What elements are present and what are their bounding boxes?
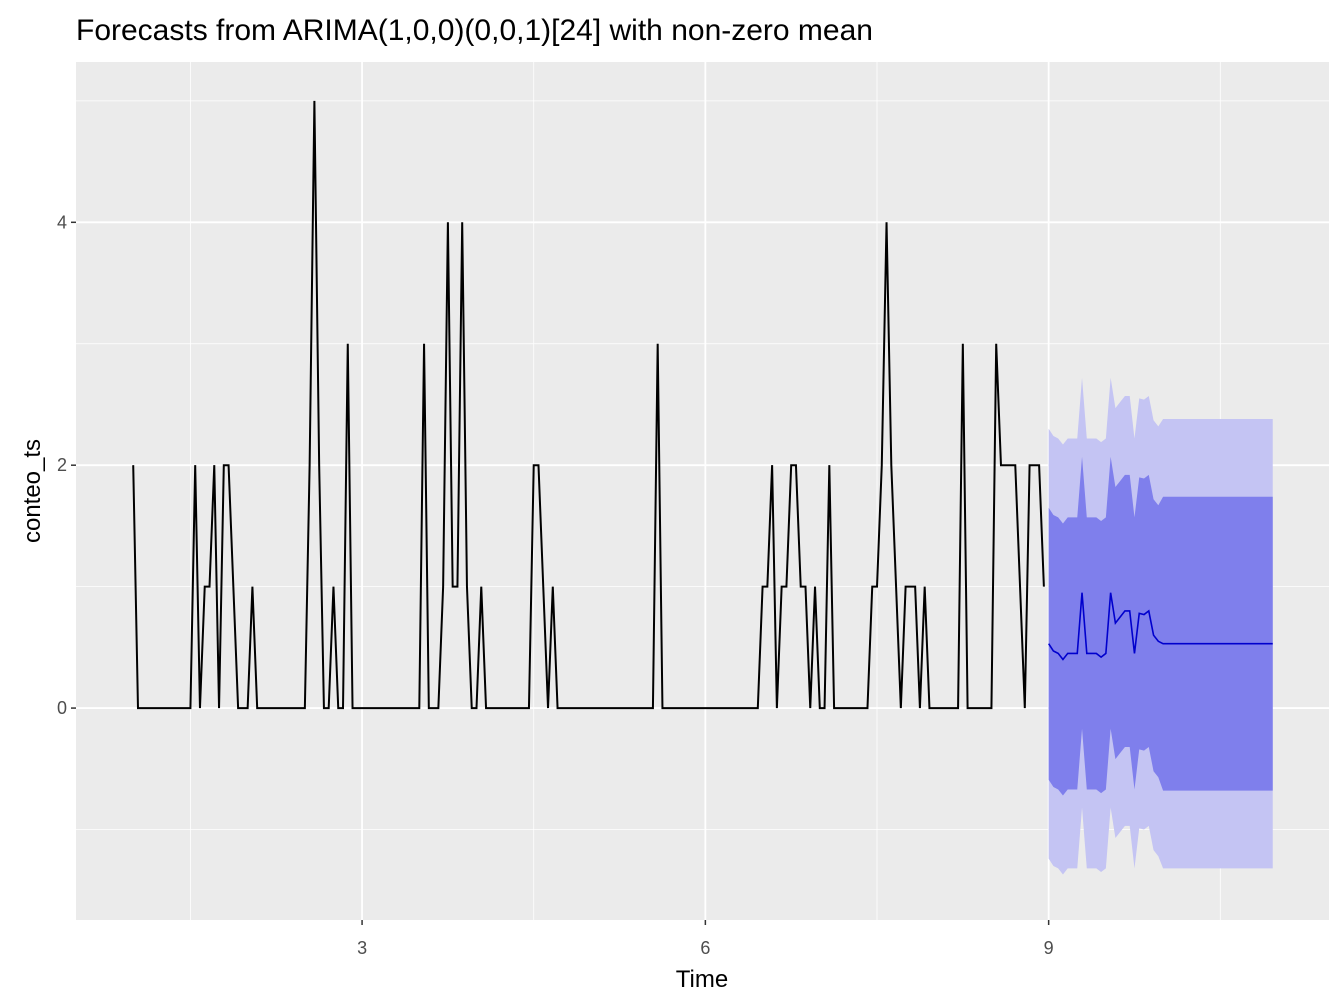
x-tick-label: 6 [700,938,710,958]
x-tick-label: 3 [357,938,367,958]
x-tick-label: 9 [1044,938,1054,958]
x-axis-title: Time [676,966,728,993]
series-line [132,100,1045,710]
band-80 [1048,456,1273,796]
forecast-line [1047,592,1273,661]
y-tick-label: 2 [57,455,67,475]
y-tick-label: 4 [57,212,67,232]
y-axis-title: conteo_ts [19,439,46,543]
y-tick-label: 0 [57,698,67,718]
chart-title: Forecasts from ARIMA(1,0,0)(0,0,1)[24] w… [76,14,873,47]
